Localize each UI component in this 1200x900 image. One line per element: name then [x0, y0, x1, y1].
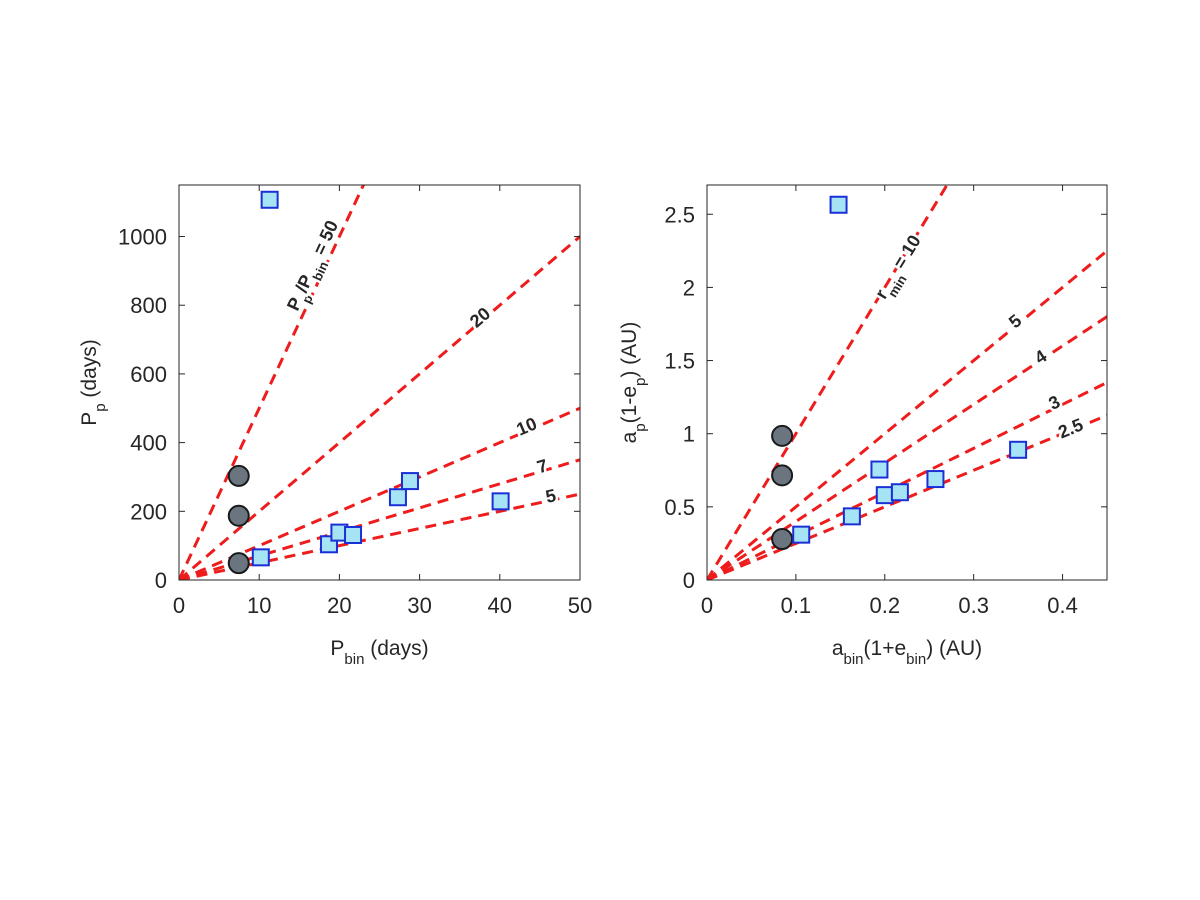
- data-point-square: [344, 526, 363, 545]
- x-tick-label: 0.4: [1047, 593, 1078, 618]
- y-tick-label: 800: [130, 293, 167, 318]
- x-tick-label: 40: [488, 593, 512, 618]
- data-point-circle: [227, 504, 250, 527]
- series-squares: [251, 190, 510, 567]
- y-tick-label: 600: [130, 362, 167, 387]
- ratio-line-5: [707, 249, 1107, 580]
- data-point-square: [890, 483, 909, 502]
- axes-box: [706, 184, 1108, 581]
- data-point-square: [1009, 440, 1028, 459]
- ratio-line-7: [179, 458, 580, 580]
- x-tick-label: 0.1: [781, 593, 812, 618]
- data-point-square: [400, 472, 419, 491]
- x-tick-label: 0.3: [958, 593, 989, 618]
- series-circles: [771, 424, 794, 551]
- x-tick-label: 20: [327, 593, 351, 618]
- ratio-line-10: [179, 406, 580, 580]
- y-tick-label: 400: [130, 431, 167, 456]
- ratio-line-5: [179, 492, 580, 580]
- ratio-lines: [179, 185, 580, 580]
- y-tick-label: 0: [155, 568, 167, 593]
- axes-box: [178, 184, 581, 581]
- ratio-line-4: [707, 315, 1107, 580]
- ratio-line-label: 2.5: [1055, 414, 1086, 442]
- data-point-circle: [771, 424, 794, 447]
- ratio-line-label: Pp/Pbin = 50: [283, 217, 348, 316]
- ratio-line-label: 5: [1005, 310, 1025, 332]
- data-point-square: [792, 525, 811, 544]
- data-point-square: [260, 190, 279, 209]
- x-tick-label: 10: [247, 593, 271, 618]
- data-point-square: [842, 507, 861, 526]
- data-point-square: [829, 195, 848, 214]
- ratio-line-label: rmin = 10: [871, 231, 930, 305]
- data-point-circle: [227, 464, 250, 487]
- ratio-line-label: 4: [1031, 346, 1050, 368]
- y-tick-label: 0.5: [664, 495, 695, 520]
- ratio-line-label: 20: [466, 303, 494, 331]
- data-point-circle: [771, 528, 794, 551]
- data-point-square: [491, 492, 510, 511]
- ratio-line-20: [179, 235, 580, 580]
- data-point-square: [926, 470, 945, 489]
- data-point-square: [870, 460, 889, 479]
- data-point-square: [875, 486, 894, 505]
- x-tick-label: 30: [407, 593, 431, 618]
- series-squares: [792, 195, 1028, 544]
- y-tick-label: 1000: [118, 225, 167, 250]
- x-tick-label: 50: [568, 593, 592, 618]
- data-point-circle: [227, 552, 250, 575]
- y-tick-label: 200: [130, 499, 167, 524]
- series-circles: [227, 464, 250, 575]
- y-tick-label: 2: [683, 275, 695, 300]
- x-axis-label: abin(1+ebin) (AU): [832, 637, 982, 668]
- y-tick-label: 2.5: [664, 202, 695, 227]
- data-point-square: [251, 548, 270, 567]
- y-tick-label: 1: [683, 422, 695, 447]
- y-axis-label: Pp (days): [78, 339, 109, 426]
- y-tick-label: 0: [683, 568, 695, 593]
- x-tick-label: 0: [173, 593, 185, 618]
- ratio-line-label: 7: [535, 455, 550, 477]
- x-tick-label: 0.2: [869, 593, 900, 618]
- ratio-line-label: 5: [544, 485, 558, 507]
- ratio-line-3: [707, 381, 1107, 580]
- x-tick-label: 0: [701, 593, 713, 618]
- data-point-circle: [771, 464, 794, 487]
- x-axis-label: Pbin (days): [330, 637, 428, 668]
- y-axis-label: ap(1-ep) (AU): [618, 322, 649, 444]
- y-tick-label: 1.5: [664, 349, 695, 374]
- data-point-square: [388, 488, 407, 507]
